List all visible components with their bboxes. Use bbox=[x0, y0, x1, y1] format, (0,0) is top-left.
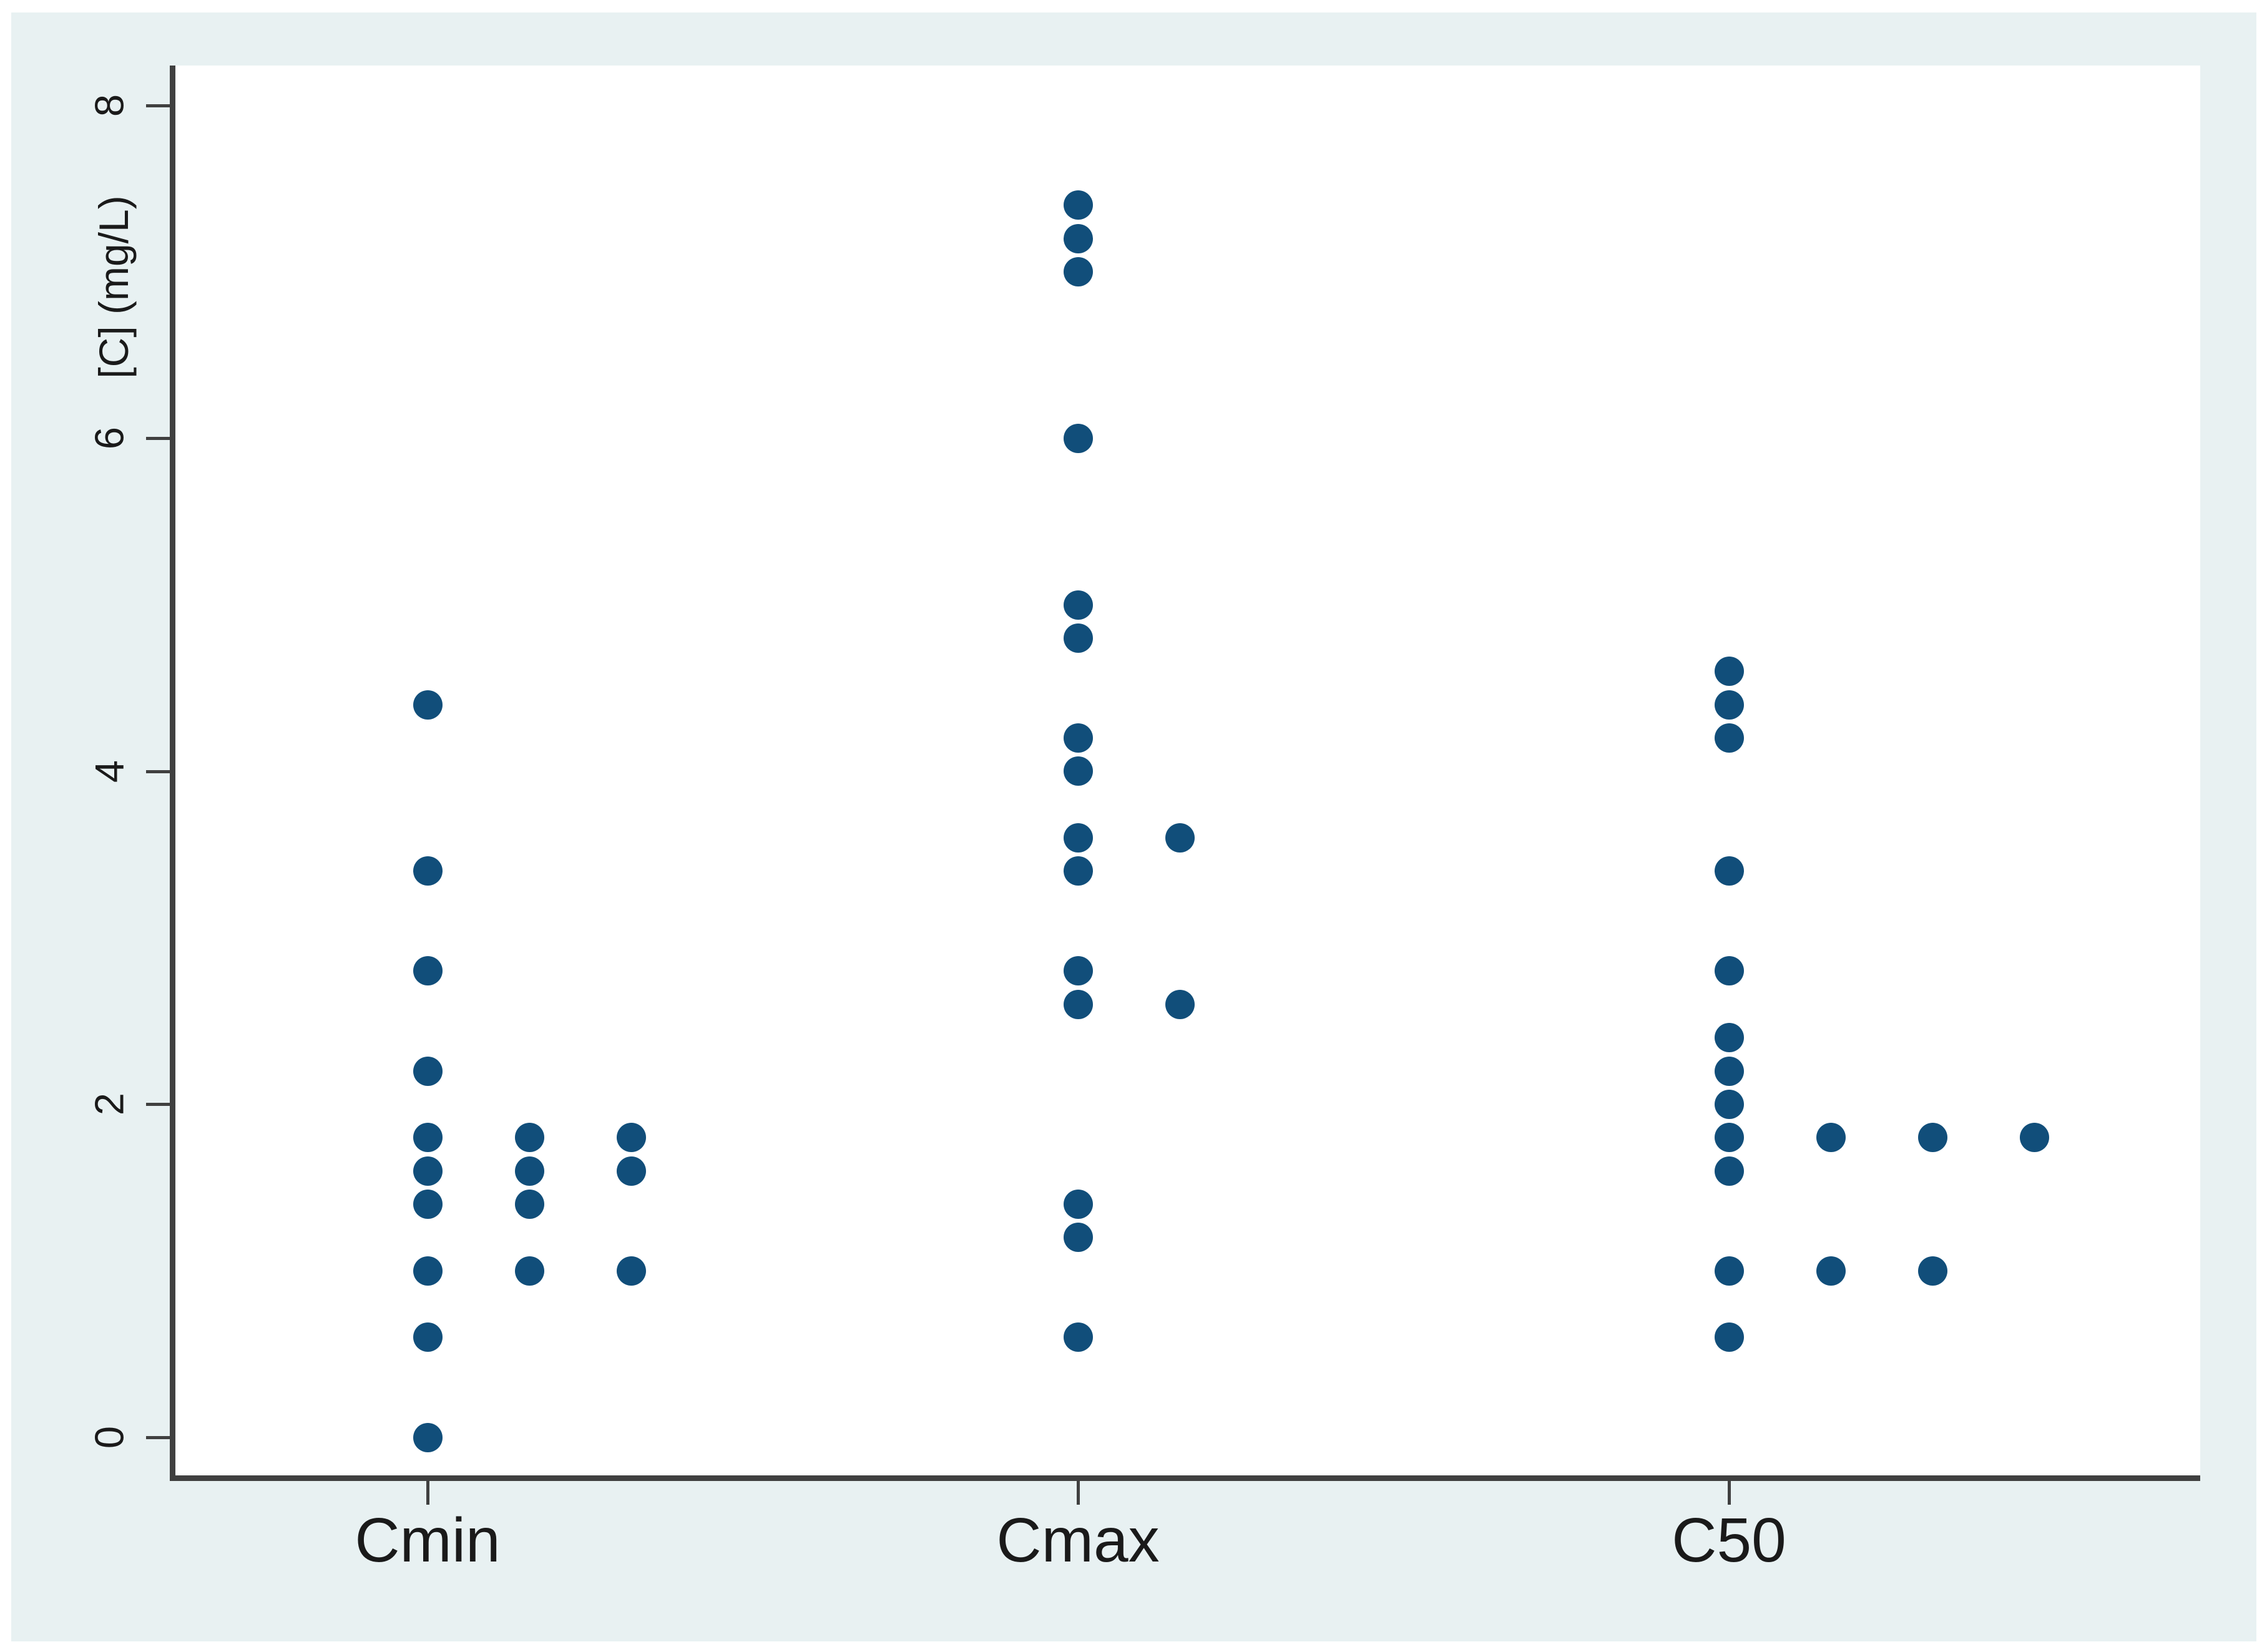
data-point bbox=[1917, 1256, 1947, 1286]
data-point bbox=[1063, 956, 1093, 986]
data-point bbox=[1714, 956, 1744, 986]
x-tick-mark bbox=[1077, 1481, 1080, 1505]
data-point bbox=[1714, 1056, 1744, 1086]
plot-area bbox=[175, 66, 2200, 1475]
y-tick-label: 6 bbox=[86, 427, 132, 450]
data-point bbox=[514, 1256, 544, 1286]
x-axis-line bbox=[170, 1475, 2200, 1481]
x-category-label: Cmax bbox=[996, 1505, 1160, 1575]
data-point bbox=[1714, 1322, 1744, 1352]
y-tick-mark bbox=[146, 437, 170, 441]
x-category-label: C50 bbox=[1672, 1505, 1786, 1575]
y-tick-label: 4 bbox=[86, 760, 132, 783]
data-point bbox=[1714, 1023, 1744, 1053]
data-point bbox=[413, 690, 443, 720]
data-point bbox=[413, 1156, 443, 1186]
data-point bbox=[1063, 1223, 1093, 1253]
data-point bbox=[514, 1123, 544, 1153]
data-point bbox=[1714, 1123, 1744, 1153]
y-tick-label: 0 bbox=[86, 1425, 132, 1449]
data-point bbox=[413, 1123, 443, 1153]
y-axis-title: [C] (mg/L) bbox=[91, 195, 137, 379]
data-point bbox=[1917, 1123, 1947, 1153]
data-point bbox=[2019, 1123, 2049, 1153]
data-point bbox=[1165, 989, 1195, 1019]
y-tick-mark bbox=[146, 1103, 170, 1107]
data-point bbox=[1063, 1189, 1093, 1219]
data-point bbox=[1063, 223, 1093, 253]
data-point bbox=[1714, 657, 1744, 687]
data-point bbox=[1714, 690, 1744, 720]
data-point bbox=[1063, 190, 1093, 220]
data-point bbox=[616, 1256, 646, 1286]
y-tick-mark bbox=[146, 104, 170, 107]
data-point bbox=[1063, 257, 1093, 286]
data-point bbox=[1063, 623, 1093, 653]
data-point bbox=[1714, 856, 1744, 886]
data-point bbox=[1165, 823, 1195, 853]
data-point bbox=[413, 1422, 443, 1452]
data-point bbox=[1063, 856, 1093, 886]
data-point bbox=[616, 1156, 646, 1186]
y-tick-mark bbox=[146, 1436, 170, 1439]
y-axis-line bbox=[170, 66, 175, 1481]
data-point bbox=[1063, 823, 1093, 853]
data-point bbox=[1714, 1256, 1744, 1286]
y-tick-label: 8 bbox=[86, 94, 132, 117]
data-point bbox=[514, 1156, 544, 1186]
data-point bbox=[413, 856, 443, 886]
data-point bbox=[616, 1123, 646, 1153]
data-point bbox=[1714, 723, 1744, 753]
data-point bbox=[413, 1322, 443, 1352]
data-point bbox=[1063, 989, 1093, 1019]
data-point bbox=[413, 956, 443, 986]
x-category-label: Cmin bbox=[355, 1505, 501, 1575]
data-point bbox=[1816, 1256, 1846, 1286]
data-point bbox=[1714, 1089, 1744, 1119]
data-point bbox=[1063, 590, 1093, 620]
x-tick-mark bbox=[1728, 1481, 1731, 1505]
y-tick-mark bbox=[146, 770, 170, 773]
data-point bbox=[514, 1189, 544, 1219]
data-point bbox=[1816, 1123, 1846, 1153]
y-tick-label: 2 bbox=[86, 1093, 132, 1116]
data-point bbox=[1063, 423, 1093, 453]
data-point bbox=[1063, 723, 1093, 753]
data-point bbox=[413, 1189, 443, 1219]
data-point bbox=[1063, 756, 1093, 786]
x-tick-mark bbox=[426, 1481, 429, 1505]
data-point bbox=[1714, 1156, 1744, 1186]
data-point bbox=[413, 1056, 443, 1086]
data-point bbox=[413, 1256, 443, 1286]
data-point bbox=[1063, 1322, 1093, 1352]
